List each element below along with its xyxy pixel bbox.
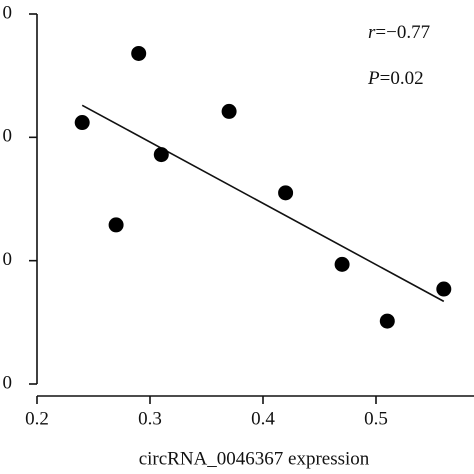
point bbox=[379, 313, 395, 329]
annotation-symbol: P bbox=[367, 68, 380, 89]
y-tick-label: 0 bbox=[3, 126, 13, 147]
annotation-text: =0.02 bbox=[380, 68, 424, 89]
x-tick-label: 0.5 bbox=[364, 408, 388, 429]
x-axis-label: circRNA_0046367 expression bbox=[139, 448, 370, 469]
fit-line bbox=[81, 104, 445, 303]
y-tick-label: 0 bbox=[3, 2, 13, 23]
point bbox=[131, 45, 147, 61]
point bbox=[74, 115, 90, 131]
annotation: P=0.02 bbox=[367, 68, 424, 89]
x-tick-label: 0.2 bbox=[25, 408, 49, 429]
annotation: r=−0.77 bbox=[368, 22, 430, 43]
point bbox=[278, 185, 294, 201]
annotation-symbol: r bbox=[368, 22, 376, 43]
x-tick-label: 0.4 bbox=[251, 408, 275, 429]
point bbox=[436, 281, 452, 297]
x-tick-label: 0.3 bbox=[138, 408, 162, 429]
annotation-text: =−0.77 bbox=[375, 22, 430, 43]
point bbox=[153, 147, 169, 163]
point bbox=[334, 256, 350, 272]
y-tick-label: 0 bbox=[3, 372, 13, 393]
y-tick-label: 0 bbox=[3, 249, 13, 270]
point bbox=[221, 103, 237, 119]
point bbox=[108, 217, 124, 233]
